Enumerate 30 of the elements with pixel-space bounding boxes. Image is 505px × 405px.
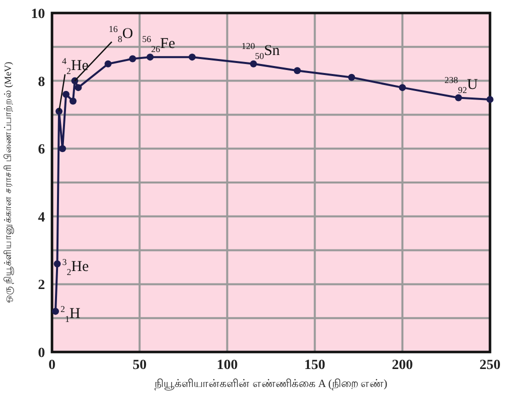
- x-tick-label: 200: [392, 358, 413, 373]
- y-tick-label: 8: [38, 74, 45, 90]
- point: [348, 74, 356, 81]
- point: [146, 54, 154, 61]
- point: [70, 98, 77, 105]
- y-tick-label: 4: [38, 210, 45, 226]
- point: [59, 145, 66, 152]
- point: [486, 96, 494, 103]
- x-tick-label: 50: [132, 358, 147, 373]
- point: [129, 55, 136, 62]
- y-axis-title: ஒரு நியூக்ளியானுக்கான சராசரி பிணைப்பாற்றல் (MeV): [3, 62, 14, 304]
- x-tick-label: 0: [48, 358, 56, 373]
- y-tick-label: 0: [38, 346, 45, 361]
- point: [54, 260, 61, 268]
- point: [52, 308, 60, 315]
- y-tick-label: 10: [31, 7, 45, 22]
- point: [250, 60, 257, 68]
- point: [74, 84, 82, 92]
- point: [294, 67, 301, 74]
- point: [62, 90, 70, 98]
- x-tick-label: 100: [216, 358, 238, 373]
- x-tick-label: 150: [304, 358, 326, 373]
- y-tick-label: 2: [38, 278, 45, 294]
- y-tick-label: 6: [38, 142, 45, 158]
- point: [454, 94, 462, 102]
- point: [188, 54, 196, 61]
- point: [104, 60, 112, 68]
- x-axis-title: நியூக்ளியான்களின் எண்ணிக்கை A (நிறை எண்): [154, 378, 388, 390]
- point: [398, 84, 406, 92]
- x-tick-label: 250: [480, 358, 500, 373]
